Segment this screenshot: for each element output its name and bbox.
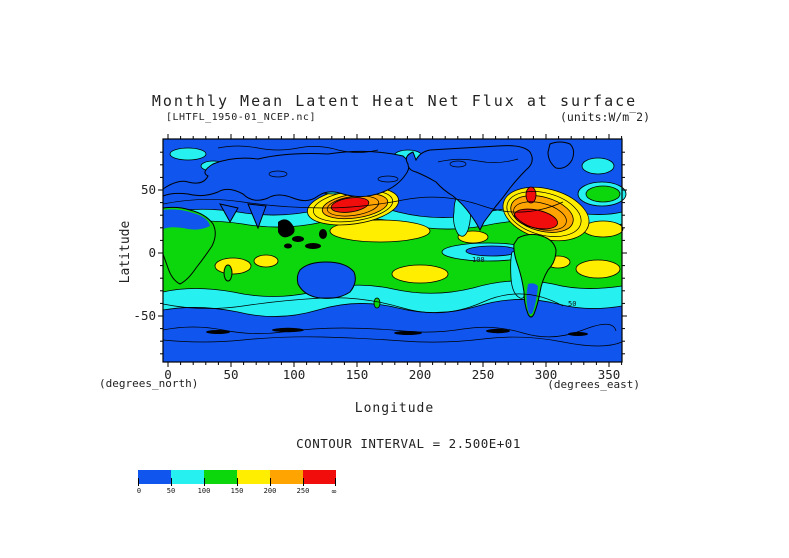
cold-tongue-blue bbox=[465, 245, 519, 257]
colorbar-segment bbox=[171, 470, 204, 484]
x-axis-label: Longitude bbox=[354, 401, 435, 416]
land-madagascar bbox=[223, 264, 233, 282]
colorbar-segment bbox=[303, 470, 336, 484]
x-tick-label: 150 bbox=[345, 367, 369, 382]
land-patagonia bbox=[526, 283, 538, 315]
land-new-zealand bbox=[373, 297, 381, 309]
colorbar-label: 250 bbox=[296, 487, 310, 495]
colorbar-segment bbox=[204, 470, 237, 484]
x-tick-label: 50 bbox=[223, 367, 239, 382]
land-sahara bbox=[163, 209, 210, 230]
degrees-east-note: (degrees_east) bbox=[547, 378, 640, 391]
contour-interval-note: CONTOUR INTERVAL = 2.500E+01 bbox=[296, 436, 521, 451]
x-tick-label: 100 bbox=[282, 367, 306, 382]
degrees-north-note: (degrees_north) bbox=[99, 377, 199, 390]
colorbar-tick bbox=[171, 478, 172, 486]
y-tick-label: 50 bbox=[140, 182, 156, 197]
land-southeast-asia bbox=[278, 219, 327, 249]
map-frame bbox=[162, 138, 623, 363]
land-south-america bbox=[513, 233, 557, 318]
x-tick-label: 0 bbox=[164, 367, 172, 382]
colorbar-tick bbox=[237, 478, 238, 486]
land-india bbox=[247, 203, 267, 230]
colorbar-label: 0 bbox=[136, 487, 142, 495]
contour-label-100: 100 bbox=[472, 256, 485, 264]
land-greenland bbox=[547, 141, 575, 169]
colorbar-segment bbox=[138, 470, 171, 484]
y-tick-label: 0 bbox=[148, 245, 156, 260]
world-map: 100 50 bbox=[158, 134, 627, 367]
colorbar-label-infinity: ∞ bbox=[331, 487, 337, 496]
x-tick-label: 350 bbox=[597, 367, 621, 382]
contour-label-50: 50 bbox=[568, 300, 576, 308]
land-australia bbox=[296, 261, 356, 299]
colorbar-tick bbox=[138, 478, 139, 486]
land-north-america bbox=[405, 145, 533, 232]
colorbar-segment bbox=[270, 470, 303, 484]
dataset-label: [LHTFL_1950-01_NCEP.nc] bbox=[166, 112, 316, 123]
colorbar-segment bbox=[237, 470, 270, 484]
x-tick-label: 250 bbox=[471, 367, 495, 382]
colorbar-tick bbox=[204, 478, 205, 486]
colorbar bbox=[138, 470, 336, 484]
colorbar-tick bbox=[270, 478, 271, 486]
figure-title: Monthly Mean Latent Heat Net Flux at sur… bbox=[151, 92, 638, 110]
colorbar-label: 100 bbox=[197, 487, 211, 495]
colorbar-label: 50 bbox=[166, 487, 176, 495]
x-tick-label: 200 bbox=[408, 367, 432, 382]
gulf-stream-core bbox=[502, 186, 590, 242]
colorbar-tick bbox=[303, 478, 304, 486]
colorbar-tick bbox=[335, 478, 336, 486]
contour-squiggles bbox=[162, 145, 623, 347]
southern-ocean-marks bbox=[206, 327, 588, 336]
land-arabia bbox=[219, 203, 239, 224]
axis-ticks bbox=[158, 134, 627, 367]
y-tick-label: -50 bbox=[133, 308, 156, 323]
n-atlantic-green-patch bbox=[585, 185, 621, 203]
colorbar-label: 200 bbox=[263, 487, 277, 495]
colorbar-label: 150 bbox=[230, 487, 244, 495]
x-tick-label: 300 bbox=[534, 367, 558, 382]
units-label: (units:W/m‾2) bbox=[559, 110, 650, 124]
